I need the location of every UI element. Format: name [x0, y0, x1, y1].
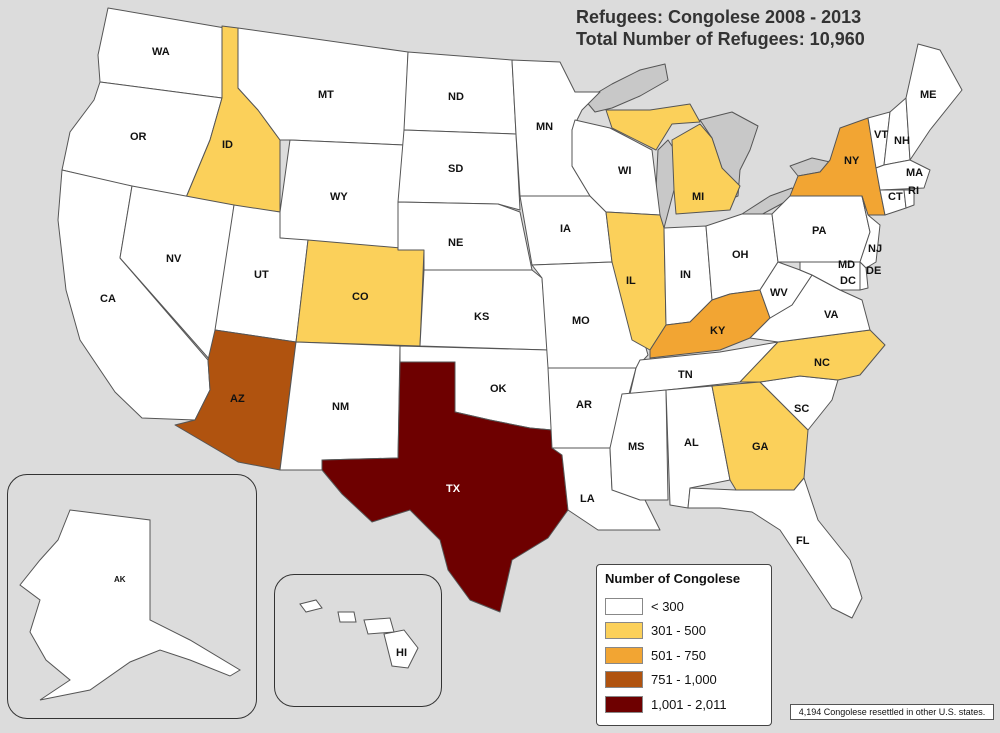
legend-item: 751 - 1,000	[605, 668, 763, 693]
legend-swatch	[605, 622, 643, 640]
label-GA: GA	[752, 441, 769, 453]
legend-label: 501 - 750	[651, 647, 706, 663]
label-MN: MN	[536, 121, 553, 133]
hawaii-inset	[274, 574, 442, 707]
state-RI[interactable]	[903, 189, 915, 209]
label-WA: WA	[152, 46, 170, 58]
label-UT: UT	[254, 269, 269, 281]
legend-heading: Number of Congolese	[605, 571, 741, 586]
label-NH: NH	[894, 135, 910, 147]
label-NY: NY	[844, 155, 860, 167]
label-MT: MT	[318, 89, 334, 101]
label-CO: CO	[352, 291, 369, 303]
label-HI: HI	[396, 647, 407, 659]
legend-label: < 300	[651, 598, 684, 614]
legend-swatch	[605, 671, 643, 689]
label-CT: CT	[888, 191, 903, 203]
state-FL[interactable]	[687, 477, 863, 619]
label-ND: ND	[448, 91, 464, 103]
label-PA: PA	[812, 225, 827, 237]
label-DC: DC	[840, 275, 856, 287]
legend-label: 751 - 1,000	[651, 672, 717, 688]
label-OR: OR	[130, 131, 147, 143]
label-KS: KS	[474, 311, 489, 323]
label-AK: AK	[114, 575, 126, 584]
label-FL: FL	[796, 535, 810, 547]
label-KY: KY	[710, 325, 726, 337]
label-ID: ID	[222, 139, 233, 151]
label-NC: NC	[814, 357, 830, 369]
alaska-inset	[7, 474, 257, 719]
legend-label: 1,001 - 2,011	[651, 696, 727, 712]
label-VA: VA	[824, 309, 839, 321]
label-AZ: AZ	[230, 393, 245, 405]
label-WI: WI	[618, 165, 631, 177]
legend-swatch	[605, 597, 643, 615]
hi-island-2	[337, 611, 357, 623]
label-SC: SC	[794, 403, 809, 415]
label-ME: ME	[920, 89, 937, 101]
label-IA: IA	[560, 223, 571, 235]
state-SD[interactable]	[397, 129, 521, 211]
state-ME[interactable]	[905, 43, 963, 161]
lake-superior	[584, 63, 669, 113]
label-TN: TN	[678, 369, 693, 381]
label-MS: MS	[628, 441, 645, 453]
state-HI[interactable]	[383, 629, 419, 669]
label-NM: NM	[332, 401, 349, 413]
label-VT: VT	[874, 129, 888, 141]
label-WV: WV	[770, 287, 788, 299]
label-TX: TX	[446, 483, 461, 495]
legend-swatch	[605, 695, 643, 713]
state-AK[interactable]	[19, 509, 241, 701]
footnote: 4,194 Congolese resettled in other U.S. …	[790, 704, 994, 720]
legend-label: 301 - 500	[651, 623, 706, 639]
hi-island-3	[363, 617, 395, 635]
label-LA: LA	[580, 493, 595, 505]
label-MD: MD	[838, 259, 855, 271]
label-MO: MO	[572, 315, 590, 327]
title-line-2: Total Number of Refugees: 10,960	[576, 29, 865, 49]
legend-item: 1,001 - 2,011	[605, 692, 763, 717]
label-RI: RI	[908, 185, 919, 197]
label-MA: MA	[906, 167, 923, 179]
legend: Number of Congolese < 300 301 - 500 501 …	[596, 564, 772, 726]
label-NJ: NJ	[868, 243, 882, 255]
label-OH: OH	[732, 249, 749, 261]
state-TX[interactable]	[321, 361, 569, 613]
label-CA: CA	[100, 293, 116, 305]
legend-swatch	[605, 646, 643, 664]
label-IL: IL	[626, 275, 636, 287]
state-MD[interactable]	[799, 261, 861, 291]
label-MI: MI	[692, 191, 704, 203]
label-WY: WY	[330, 191, 348, 203]
label-IN: IN	[680, 269, 691, 281]
legend-item: < 300	[605, 594, 763, 619]
legend-item: 501 - 750	[605, 643, 763, 668]
label-DE: DE	[866, 265, 881, 277]
label-SD: SD	[448, 163, 463, 175]
map-title: Refugees: Congolese 2008 - 2013 Total Nu…	[576, 6, 865, 50]
hi-island-1	[299, 599, 323, 613]
state-MI-up[interactable]	[605, 103, 701, 151]
state-MI[interactable]	[671, 123, 741, 215]
state-KS[interactable]	[419, 269, 549, 351]
legend-item: 301 - 500	[605, 619, 763, 644]
label-AR: AR	[576, 399, 592, 411]
state-NJ[interactable]	[859, 195, 881, 269]
label-AL: AL	[684, 437, 699, 449]
label-NV: NV	[166, 253, 182, 265]
title-line-1: Refugees: Congolese 2008 - 2013	[576, 7, 862, 27]
label-NE: NE	[448, 237, 463, 249]
label-OK: OK	[490, 383, 507, 395]
